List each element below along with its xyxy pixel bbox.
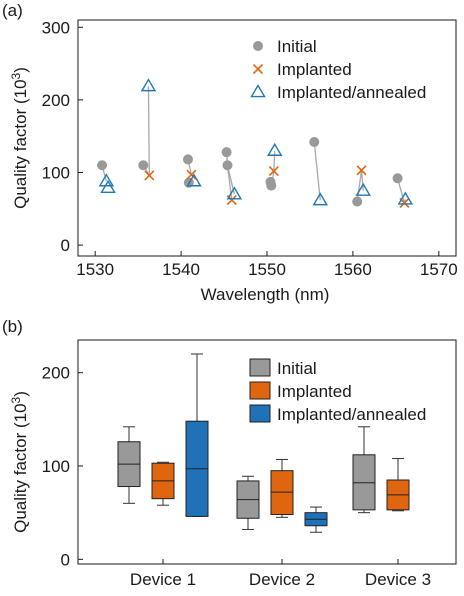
panel-a-legend-marker-triangle bbox=[250, 84, 266, 98]
panel-a-point-x-stroke bbox=[186, 169, 197, 180]
panel-a-point-x bbox=[268, 165, 279, 177]
panel-a-point-triangle bbox=[98, 173, 115, 187]
panel-b-y-tick-label: 100 bbox=[42, 457, 70, 476]
panel-a-point-x bbox=[186, 169, 197, 180]
panel-b-box-implanted_box bbox=[151, 461, 175, 506]
panel-b-label: (b) bbox=[2, 317, 23, 336]
panel-a-point-triangle bbox=[267, 142, 283, 156]
panel-a-legend-label: Implanted bbox=[277, 60, 352, 79]
panel-a-y-axis-label: Quality factor (103) bbox=[9, 67, 30, 209]
panel-b-box-initial_box bbox=[352, 426, 376, 514]
panel-a-point-x-stroke bbox=[144, 170, 155, 181]
panel-a-point-triangle bbox=[312, 192, 328, 206]
panel-a-legend-marker-circle bbox=[253, 41, 263, 51]
panel-a-legend: Initial Implanted Implanted/annealed bbox=[250, 37, 426, 102]
panel-a-point-x-stroke bbox=[356, 165, 367, 176]
panel-a-connector-line bbox=[360, 170, 364, 191]
panel-b-plot-frame bbox=[77, 339, 457, 565]
panel-b-y-axis-label: Quality factor (103) bbox=[9, 391, 30, 533]
panel-b-legend-swatch bbox=[249, 358, 271, 377]
panel-a-legend-marker-x-stroke bbox=[252, 63, 264, 75]
panel-a-y-tick-label: 0 bbox=[61, 236, 70, 255]
panel-a-legend-label: Initial bbox=[277, 37, 317, 56]
panel-a-y-tick-label: 200 bbox=[42, 91, 70, 110]
panel-b-legend-swatch bbox=[249, 404, 271, 423]
panel-a-point-x-stroke bbox=[226, 195, 237, 206]
panel-a-x-tick-label: 1540 bbox=[162, 260, 200, 279]
panel-a-connectors bbox=[101, 86, 406, 204]
panel-a-y-tick-label: 100 bbox=[42, 163, 70, 182]
panel-a-scatter-chart: (a) Quality factor (103) Wavelength (nm)… bbox=[2, 1, 458, 304]
panel-a-point-circle bbox=[266, 180, 277, 191]
panel-a-plot-frame bbox=[77, 19, 457, 257]
panel-b-ticks: 0 100 200 Device 1 Device 2 Device 3 bbox=[42, 364, 431, 589]
panel-a-point-circle bbox=[392, 173, 403, 184]
panel-b-category-label: Device 3 bbox=[365, 570, 431, 589]
panel-b-box-annealed_box bbox=[304, 506, 328, 533]
panel-b-box-chart: (b) Quality factor (103) 0 100 200 Device 1… bbox=[2, 317, 457, 589]
panel-b-category-label: Device 1 bbox=[130, 570, 196, 589]
panel-a-label: (a) bbox=[2, 1, 23, 20]
panel-a-point-triangle bbox=[397, 191, 414, 205]
panel-a-point-x-stroke bbox=[268, 165, 279, 177]
panel-a-connector-line bbox=[313, 141, 321, 201]
panel-a-y-tick-label: 300 bbox=[42, 18, 70, 37]
panel-a-x-tick-label: 1560 bbox=[334, 260, 372, 279]
panel-a-connector-line bbox=[356, 170, 363, 202]
panel-a-point-circle bbox=[221, 147, 232, 158]
panel-a-ticks: 1530 1540 1550 1560 1570 0 100 200 300 bbox=[42, 18, 458, 279]
panel-a-x-tick-label: 1530 bbox=[76, 260, 114, 279]
panel-a-point-x bbox=[144, 170, 155, 181]
panel-b-legend-label: Initial bbox=[277, 359, 317, 378]
panel-b-legend: Initial Implanted Implanted/annealed bbox=[249, 358, 426, 424]
panel-a-point-circle bbox=[352, 196, 363, 207]
panel-b-category-label: Device 2 bbox=[249, 570, 315, 589]
panel-a-point-triangle bbox=[186, 173, 202, 187]
panel-b-box-implanted_box bbox=[386, 458, 410, 512]
panel-b-legend-label: Implanted/annealed bbox=[277, 405, 426, 424]
panel-a-point-circle bbox=[309, 136, 320, 147]
panel-a-point-circle bbox=[138, 160, 149, 171]
panel-a-point-x-stroke bbox=[399, 197, 410, 209]
panel-a-data-marks bbox=[97, 78, 414, 209]
panel-b-y-tick-label: 0 bbox=[61, 550, 70, 569]
panel-a-legend-marker-x bbox=[252, 63, 264, 75]
panel-a-x-tick-label: 1570 bbox=[420, 260, 458, 279]
panel-a-legend-label: Implanted/annealed bbox=[277, 83, 426, 102]
panel-a-point-circle bbox=[182, 154, 193, 165]
panel-a-point-x bbox=[356, 165, 367, 176]
panel-b-box-initial_box bbox=[117, 426, 141, 504]
panel-b-boxes bbox=[117, 353, 410, 533]
panel-a-x-axis-label: Wavelength (nm) bbox=[201, 285, 330, 304]
panel-a-x-tick-label: 1550 bbox=[248, 260, 286, 279]
panel-b-y-tick-label: 200 bbox=[42, 364, 70, 383]
panel-a-point-triangle bbox=[355, 182, 371, 196]
panel-a-connector-line bbox=[147, 86, 150, 176]
panel-a-point-circle bbox=[97, 160, 108, 171]
panel-a-point-triangle bbox=[100, 179, 116, 193]
panel-a-point-circle bbox=[222, 160, 233, 171]
panel-b-box-annealed_box bbox=[185, 353, 209, 517]
panel-a-point-triangle bbox=[226, 186, 243, 200]
panel-b-legend-swatch bbox=[249, 381, 271, 400]
panel-b-box-implanted_box bbox=[270, 458, 294, 518]
panel-a-connector-line bbox=[273, 150, 276, 172]
panel-a-point-triangle bbox=[140, 78, 157, 92]
panel-b-box-initial_box bbox=[236, 475, 260, 530]
panel-b-legend-label: Implanted bbox=[277, 382, 352, 401]
